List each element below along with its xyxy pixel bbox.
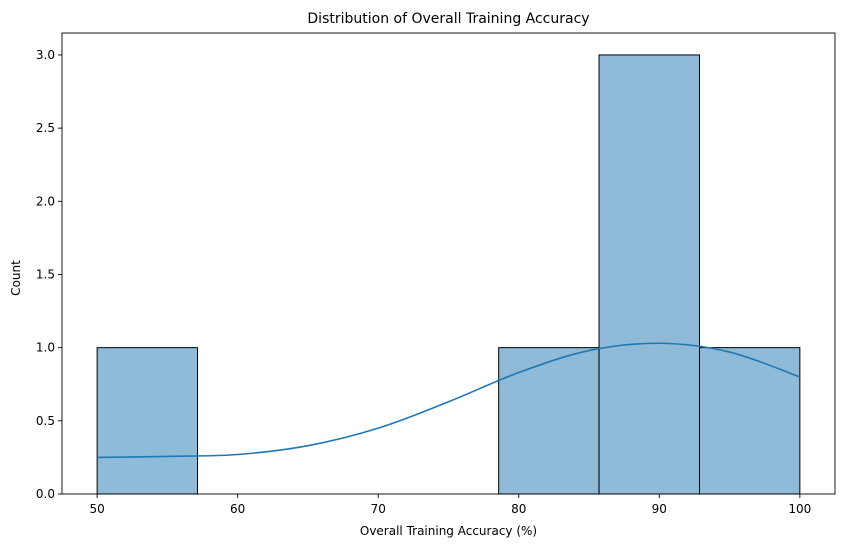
x-axis-label: Overall Training Accuracy (%) [360,524,537,538]
x-tick-label: 90 [652,502,667,516]
x-tick-label: 70 [371,502,386,516]
x-axis: 50 60 70 80 90 100 [89,494,811,516]
y-axis: 0.0 0.5 1.0 1.5 2.0 2.5 3.0 [36,48,62,501]
plot-area-frame [61,32,836,495]
histogram-bar [598,54,701,495]
kde-line [97,342,801,459]
y-tick-label: 0.0 [36,487,55,501]
histogram-bar [498,347,600,495]
y-tick-label: 1.0 [36,341,55,355]
y-tick-label: 0.5 [36,414,55,428]
x-tick-label: 80 [511,502,526,516]
y-tick-label: 2.5 [36,121,55,135]
y-tick-label: 3.0 [36,48,55,62]
histogram-bar [96,347,198,495]
bars-group [96,54,801,495]
y-tick-label: 1.5 [36,267,55,281]
x-tick-label: 100 [788,502,811,516]
x-tick-label: 60 [230,502,245,516]
x-tick-label: 50 [89,502,104,516]
y-tick-label: 2.0 [36,194,55,208]
y-axis-label: Count [9,260,23,296]
histogram-bar [699,347,801,495]
chart-title: Distribution of Overall Training Accurac… [307,11,589,27]
